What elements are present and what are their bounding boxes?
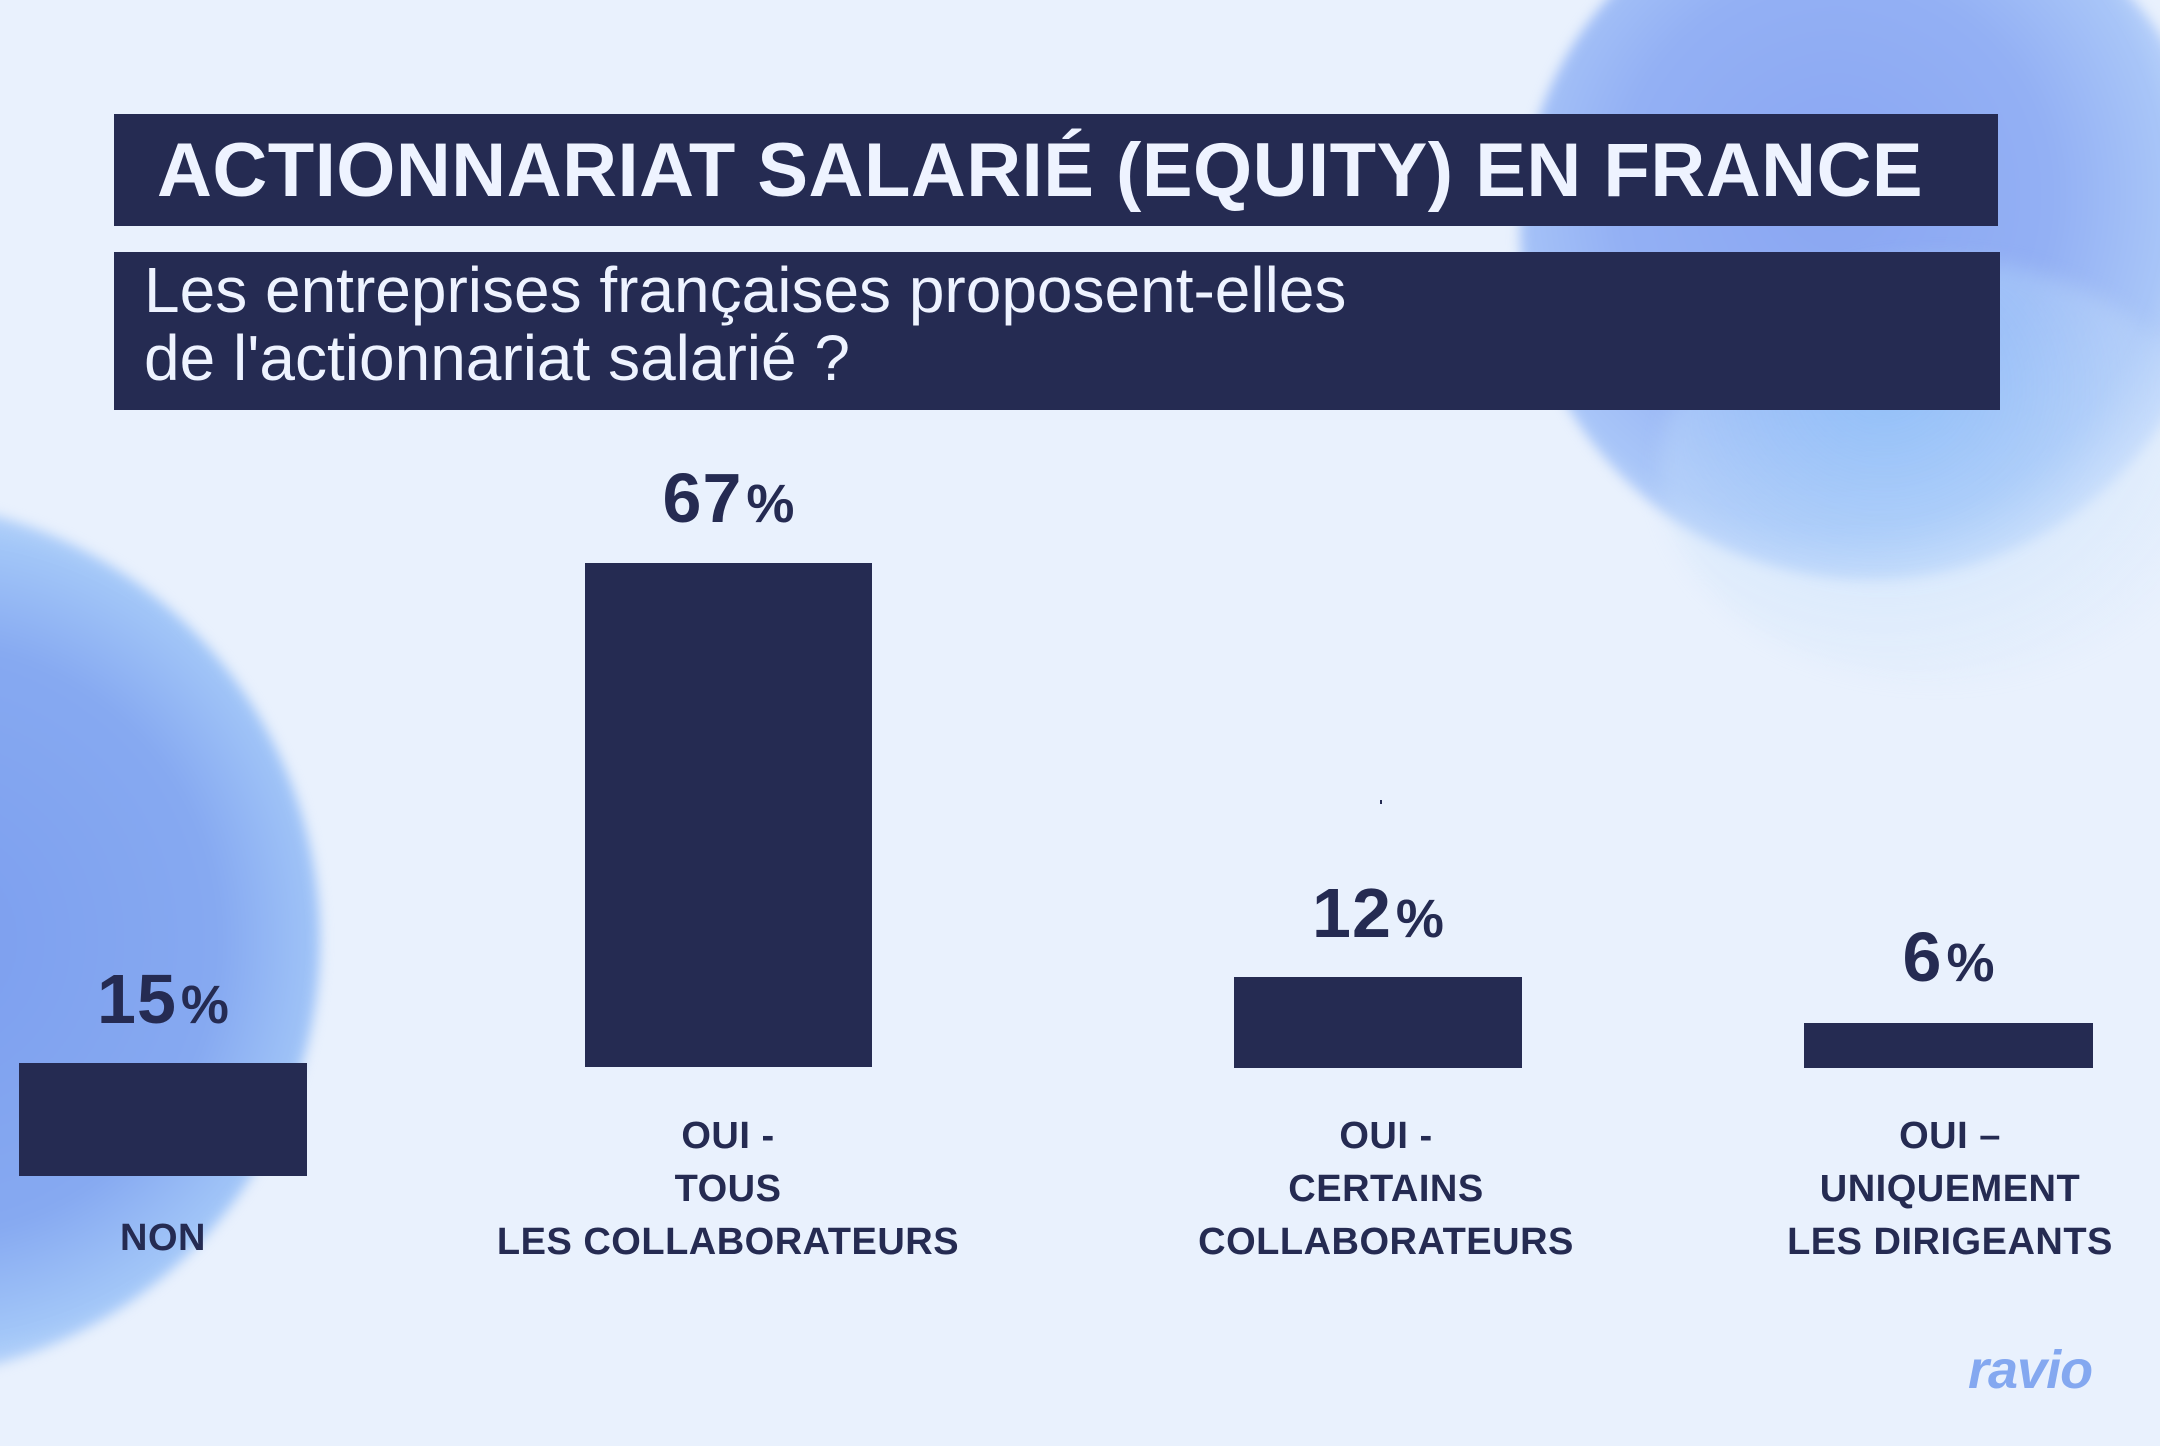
bar-certains-collaborateurs [1234, 977, 1522, 1068]
value-label-non: 15% [97, 960, 229, 1038]
value-label-dirigeants: 6% [1902, 918, 1995, 996]
chart-title: ACTIONNARIAT SALARIÉ (EQUITY) EN FRANCE [157, 128, 1924, 213]
chart-subtitle: Les entreprises françaises proposent-ell… [144, 256, 1346, 392]
subtitle-line-2: de l'actionnariat salarié ? [144, 322, 850, 394]
title-banner: ACTIONNARIAT SALARIÉ (EQUITY) EN FRANCE [114, 114, 1998, 226]
category-label-tous: OUI - TOUS LES COLLABORATEURS [496, 1115, 960, 1263]
bar-uniquement-les-dirigeants [1804, 1023, 2093, 1068]
category-label-dirigeants: OUI – UNIQUEMENT LES DIRIGEANTS [1787, 1115, 2113, 1263]
ravio-logo: ravio [1968, 1340, 2093, 1400]
bar-non [19, 1063, 307, 1176]
category-label-non: NON [120, 1217, 206, 1259]
stray-dot [1380, 800, 1382, 804]
category-label-certains: OUI - CERTAINS COLLABORATEURS [1198, 1115, 1574, 1263]
subtitle-banner: Les entreprises françaises proposent-ell… [114, 252, 2000, 410]
value-label-certains: 12% [1312, 874, 1444, 952]
value-label-tous: 67% [662, 459, 795, 537]
subtitle-line-1: Les entreprises françaises proposent-ell… [144, 254, 1347, 326]
bar-tous-les-collaborateurs [585, 563, 872, 1067]
